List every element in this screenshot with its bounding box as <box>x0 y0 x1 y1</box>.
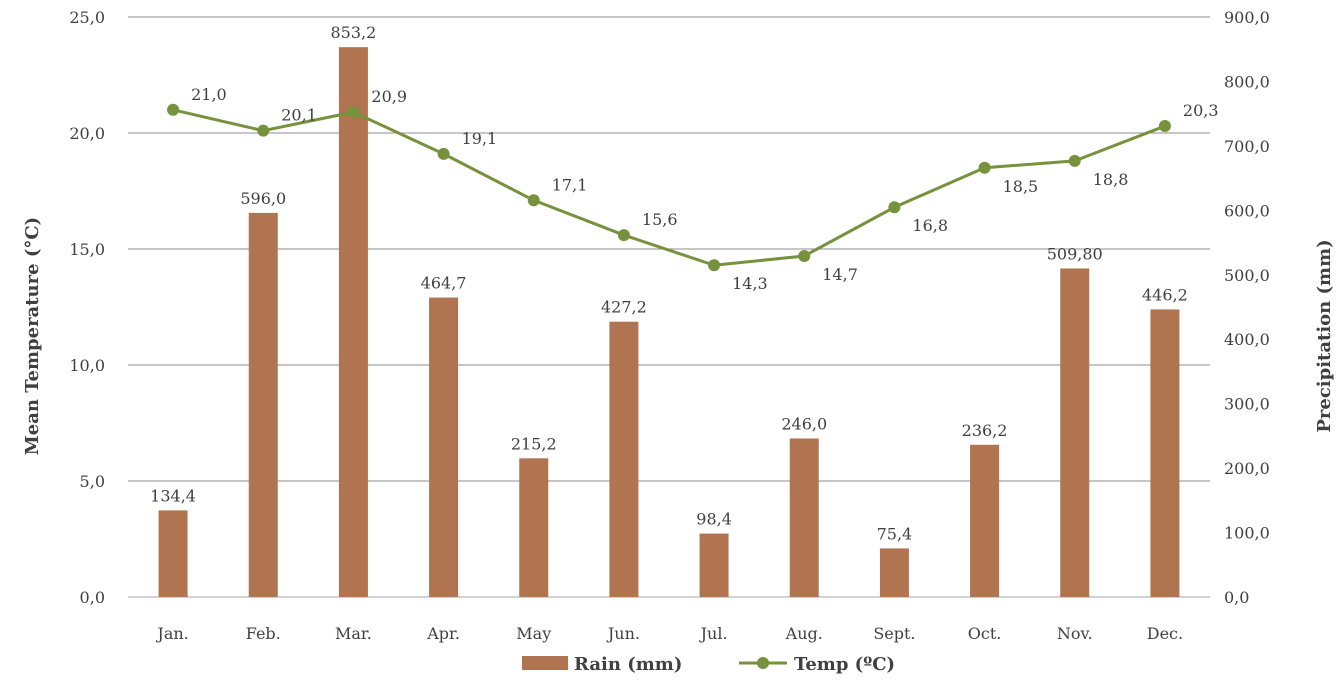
left-tick-label: 15,0 <box>69 240 105 259</box>
temp-point <box>798 249 811 262</box>
temp-line <box>167 103 1171 272</box>
right-tick-label: 200,0 <box>1224 459 1270 478</box>
rain-bar <box>789 438 819 597</box>
legend-rain-label: Rain (mm) <box>574 654 682 675</box>
right-tick-label: 500,0 <box>1224 266 1270 285</box>
left-tick-label: 20,0 <box>69 124 105 143</box>
temp-data-label: 20,1 <box>281 106 317 125</box>
rain-data-label: 509,80 <box>1047 244 1103 263</box>
rain-bar <box>1060 268 1090 597</box>
rain-data-label: 215,2 <box>511 434 557 453</box>
x-tick-label: Oct. <box>968 624 1002 643</box>
legend-temp-label: Temp (ºC) <box>794 654 895 675</box>
rain-bar <box>699 533 729 597</box>
rain-bar <box>338 47 368 598</box>
temp-point <box>527 194 540 207</box>
rain-data-label: 464,7 <box>421 274 467 293</box>
right-tick-label: 300,0 <box>1224 395 1270 414</box>
temp-point <box>437 147 450 160</box>
temp-point <box>1068 154 1081 167</box>
x-tick-label: Apr. <box>426 624 460 643</box>
temp-point <box>167 103 180 116</box>
x-tick-label: May <box>516 624 551 643</box>
rain-data-label: 236,2 <box>962 421 1008 440</box>
temp-point <box>978 161 991 174</box>
temp-data-label: 18,8 <box>1093 170 1129 189</box>
rain-data-label: 246,0 <box>781 414 827 433</box>
right-axis-ticks: 0,0 100,0 200,0 300,0 400,0 500,0 600,0 700,0 80… <box>1224 8 1270 607</box>
temp-data-label: 20,3 <box>1183 101 1219 120</box>
left-axis-title: Mean Temperature (°C) <box>22 217 43 455</box>
rain-bar <box>248 212 278 597</box>
temp-point <box>347 106 360 119</box>
legend-temp-marker <box>757 657 769 669</box>
rain-bar <box>879 548 909 597</box>
right-tick-label: 400,0 <box>1224 330 1270 349</box>
left-axis-ticks: 0,0 5,0 10,0 15,0 20,0 25,0 <box>69 8 105 607</box>
temp-point <box>888 201 901 214</box>
temp-point <box>617 229 630 242</box>
temp-data-label: 21,0 <box>191 85 227 104</box>
rain-data-label: 427,2 <box>601 298 647 317</box>
right-axis-title: Precipitation (mm) <box>1314 239 1335 432</box>
right-tick-label: 800,0 <box>1224 72 1270 91</box>
rain-data-label: 75,4 <box>877 524 913 543</box>
x-tick-label: Sept. <box>873 624 915 643</box>
rain-bar <box>519 458 549 597</box>
temp-data-label: 14,3 <box>732 274 768 293</box>
right-tick-label: 700,0 <box>1224 137 1270 156</box>
x-tick-label: Feb. <box>246 624 281 643</box>
x-tick-label: Nov. <box>1057 624 1093 643</box>
temp-data-label: 14,7 <box>822 265 858 284</box>
left-tick-label: 0,0 <box>80 588 105 607</box>
right-tick-label: 900,0 <box>1224 8 1270 27</box>
temp-series-line <box>172 108 1166 267</box>
x-tick-label: Jan. <box>155 624 188 643</box>
temp-data-label: 16,8 <box>912 216 948 235</box>
rain-bar <box>970 444 1000 597</box>
rain-bar <box>1150 309 1180 597</box>
temp-data-label: 20,9 <box>371 87 407 106</box>
temp-point <box>257 124 270 137</box>
right-tick-label: 100,0 <box>1224 524 1270 543</box>
x-axis-ticks: Jan. Feb. Mar. Apr. May Jun. Jul. Aug. Sept. Oct.… <box>155 624 1183 643</box>
right-tick-label: 0,0 <box>1224 588 1249 607</box>
rain-data-label: 596,0 <box>240 189 286 208</box>
temp-data-labels: 21,0 20,1 20,9 19,1 17,1 15,6 14,3 14,7 16,8 18,5… <box>191 85 1218 293</box>
x-tick-label: Jul. <box>699 624 728 643</box>
x-tick-label: Dec. <box>1147 624 1183 643</box>
legend: Rain (mm) Temp (ºC) <box>522 654 895 675</box>
temp-data-label: 18,5 <box>1003 177 1039 196</box>
rain-bar <box>429 297 459 597</box>
temp-data-label: 15,6 <box>642 210 678 229</box>
rain-data-label: 134,4 <box>150 486 196 505</box>
temp-point <box>1158 120 1171 133</box>
left-tick-label: 5,0 <box>80 472 105 491</box>
gridlines <box>128 16 1210 598</box>
x-tick-label: Aug. <box>785 624 823 643</box>
x-tick-label: Mar. <box>335 624 372 643</box>
rain-bars <box>158 47 1180 598</box>
temp-data-label: 17,1 <box>552 175 588 194</box>
left-tick-label: 10,0 <box>69 356 105 375</box>
rain-bar <box>158 510 188 597</box>
rain-data-label: 853,2 <box>331 23 377 42</box>
legend-rain-swatch <box>522 656 568 670</box>
left-tick-label: 25,0 <box>69 8 105 27</box>
right-tick-label: 600,0 <box>1224 201 1270 220</box>
temp-data-label: 19,1 <box>462 129 498 148</box>
x-tick-label: Jun. <box>606 624 640 643</box>
rain-data-labels: 134,4 596,0 853,2 464,7 215,2 427,2 98,4 246,0 7… <box>150 23 1188 543</box>
rain-data-label: 446,2 <box>1142 285 1188 304</box>
temp-point <box>708 259 721 272</box>
rain-bar <box>609 321 639 597</box>
rain-data-label: 98,4 <box>696 510 732 529</box>
